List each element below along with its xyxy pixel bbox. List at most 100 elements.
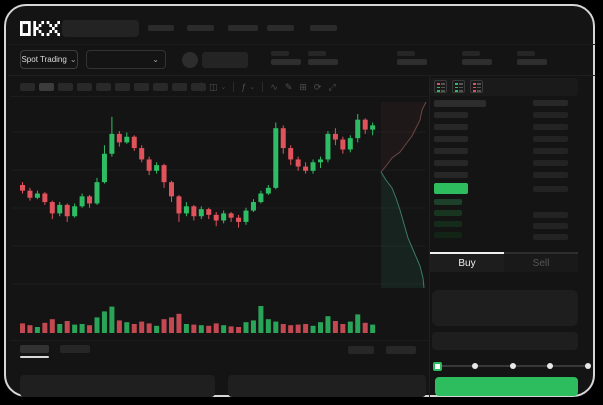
icon-bar <box>473 86 476 89</box>
book-sell-view-icon[interactable] <box>470 80 483 93</box>
book-split-view-icon[interactable] <box>434 80 447 93</box>
timeframe-button[interactable] <box>96 83 111 91</box>
ask-amount-placeholder[interactable] <box>533 124 568 130</box>
tab-sell-label: Sell <box>532 257 550 269</box>
nav-item-placeholder[interactable] <box>267 25 294 31</box>
ticker-stat-value-placeholder <box>397 59 427 65</box>
ask-amount-placeholder[interactable] <box>533 136 568 142</box>
chart-footer-pill-placeholder[interactable] <box>348 346 374 354</box>
icon-bar <box>477 83 481 85</box>
trade-tabs: Buy Sell <box>430 252 578 272</box>
ask-price-placeholder[interactable] <box>434 136 468 142</box>
slider-handle[interactable] <box>433 362 442 371</box>
timeframe-button[interactable] <box>77 83 92 91</box>
icon-bar <box>441 86 445 89</box>
toolbar-separator <box>233 82 235 92</box>
ask-price-placeholder[interactable] <box>434 172 468 178</box>
amount-input-placeholder[interactable] <box>432 332 578 350</box>
timeframe-button[interactable] <box>58 83 73 91</box>
ask-price-placeholder[interactable] <box>434 124 468 130</box>
ask-amount-placeholder[interactable] <box>533 112 568 118</box>
pair-name-placeholder <box>202 52 248 68</box>
buy-submit-button[interactable] <box>435 377 578 396</box>
bid-amount-placeholder[interactable] <box>533 212 568 218</box>
chevron-down-icon: ⌄ <box>249 84 256 91</box>
ticker-stat-label-placeholder <box>308 51 326 56</box>
ask-price-placeholder[interactable] <box>434 148 468 154</box>
pair-selector-dropdown[interactable]: ⌄ <box>86 50 166 69</box>
chevron-down-icon: ⌄ <box>152 54 159 64</box>
orders-table-row-placeholder <box>20 375 215 397</box>
ask-amount-placeholder[interactable] <box>533 160 568 166</box>
icon-bar <box>459 90 463 92</box>
bottom-divider <box>10 340 428 341</box>
orders-tab-placeholder[interactable] <box>20 345 49 353</box>
bid-price-placeholder[interactable] <box>434 199 462 205</box>
ask-amount-placeholder[interactable] <box>533 186 568 192</box>
icon-bar <box>477 90 481 92</box>
slider-stop[interactable] <box>509 363 516 369</box>
timeframe-button[interactable] <box>191 83 206 91</box>
bid-amount-placeholder[interactable] <box>533 223 568 229</box>
icon-bar <box>437 90 440 92</box>
book-buy-view-icon[interactable] <box>452 80 465 93</box>
timeframe-button[interactable] <box>172 83 187 91</box>
icon-bar <box>455 83 458 85</box>
icon-bar <box>459 86 463 89</box>
tab-buy[interactable]: Buy <box>430 252 504 272</box>
bid-price-placeholder[interactable] <box>434 221 462 227</box>
ask-amount-placeholder[interactable] <box>533 148 568 154</box>
bid-price-placeholder[interactable] <box>434 232 462 238</box>
ticker-divider <box>8 75 596 76</box>
tab-buy-label: Buy <box>458 257 476 269</box>
timeframe-button[interactable] <box>39 83 54 91</box>
ask-amount-placeholder[interactable] <box>533 172 568 178</box>
nav-item-placeholder[interactable] <box>310 25 337 31</box>
chevron-down-icon: ⌄ <box>220 84 227 91</box>
icon-bar <box>455 90 458 92</box>
ticker-stat-label-placeholder <box>271 51 289 56</box>
icon-bar <box>455 86 458 89</box>
icon-bar <box>441 83 445 85</box>
bid-price-placeholder[interactable] <box>434 210 462 216</box>
ask-price-placeholder[interactable] <box>434 112 468 118</box>
okx-logo[interactable] <box>20 21 60 36</box>
price-input-placeholder[interactable] <box>432 290 578 326</box>
chart-tools: ◫ ⌄ ƒ ⌄ ∿ ✎ ⊞ ⟳ ⤢ <box>201 80 336 94</box>
last-price-pill[interactable] <box>434 183 468 194</box>
icon-bar <box>473 83 476 85</box>
search-input[interactable] <box>62 20 139 37</box>
timeframe-button[interactable] <box>134 83 149 91</box>
ticker-stat-label-placeholder <box>517 51 535 56</box>
nav-item-placeholder[interactable] <box>228 25 258 31</box>
orderbook-header-amount-placeholder <box>533 100 568 106</box>
fullscreen-icon[interactable]: ⤢ <box>328 81 336 92</box>
screenshot-icon[interactable]: ⊞ <box>299 81 307 92</box>
chart-type-icon[interactable]: ◫ <box>209 81 218 92</box>
history-icon[interactable]: ⟳ <box>313 81 322 92</box>
wave-tool-icon[interactable]: ∿ <box>270 81 278 92</box>
timeframe-button[interactable] <box>115 83 130 91</box>
nav-item-placeholder[interactable] <box>148 25 174 31</box>
indicators-icon[interactable]: ƒ <box>241 82 247 92</box>
slider-stop[interactable] <box>471 363 478 369</box>
slider-stop[interactable] <box>585 363 591 369</box>
nav-item-placeholder[interactable] <box>187 25 214 31</box>
bid-amount-placeholder[interactable] <box>533 234 568 240</box>
chart-footer-pill-placeholder[interactable] <box>386 346 416 354</box>
ask-price-placeholder[interactable] <box>434 160 468 166</box>
orders-tab-placeholder[interactable] <box>60 345 90 353</box>
panel-divider <box>429 76 430 398</box>
draw-tool-icon[interactable]: ✎ <box>284 81 293 92</box>
tab-sell[interactable]: Sell <box>504 252 578 272</box>
icon-bar <box>459 83 463 85</box>
timeframe-button[interactable] <box>20 83 35 91</box>
icon-bar <box>441 90 445 92</box>
candlestick-chart[interactable] <box>10 96 430 336</box>
toolbar-divider <box>10 96 428 97</box>
market-type-dropdown[interactable]: Spot Trading ⌄ <box>20 50 78 69</box>
timeframe-button[interactable] <box>153 83 168 91</box>
slider-stop[interactable] <box>547 363 554 369</box>
